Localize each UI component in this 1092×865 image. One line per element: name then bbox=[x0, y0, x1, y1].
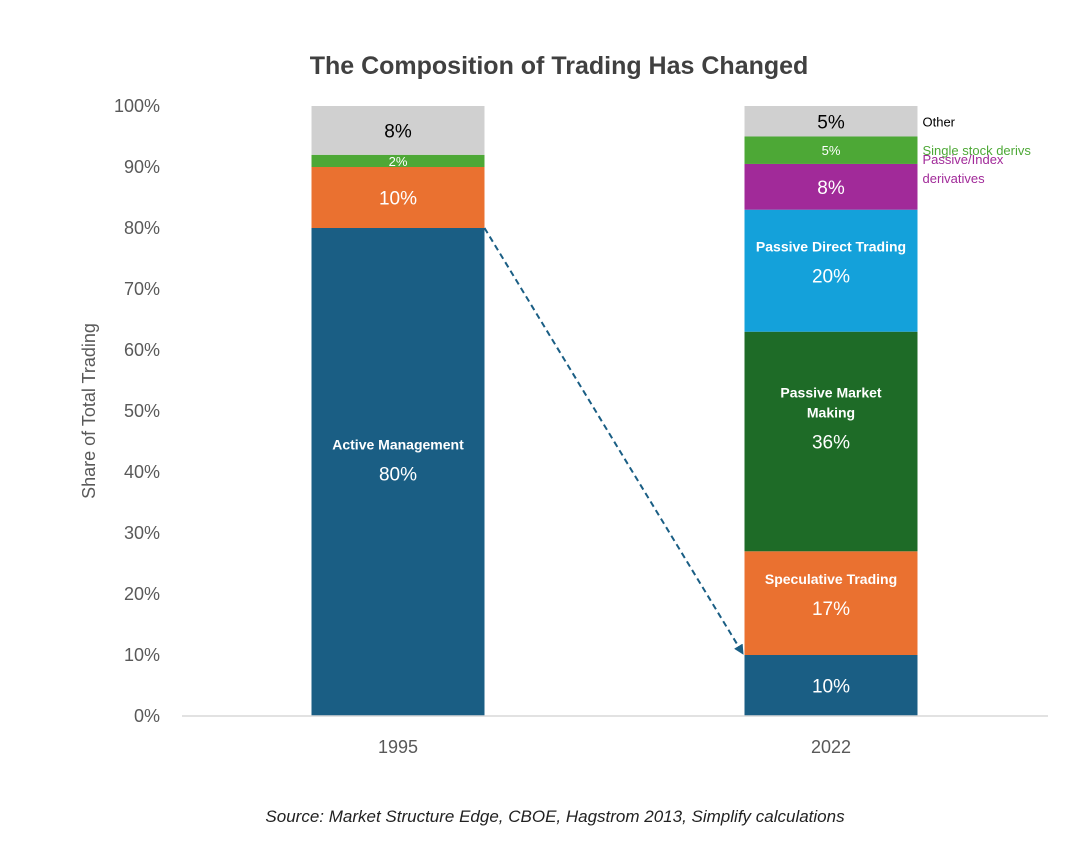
y-tick-label: 70% bbox=[124, 279, 160, 299]
x-axis: 1995 2022 bbox=[378, 737, 851, 757]
segment-value-label: 8% bbox=[817, 178, 845, 199]
segment-value-label: 80% bbox=[379, 465, 417, 486]
side-label-index_derivs: Passive/Index bbox=[923, 152, 1004, 167]
segment-value-label: 10% bbox=[812, 677, 850, 698]
side-label-other: Other bbox=[923, 114, 956, 129]
y-tick-label: 0% bbox=[134, 706, 160, 726]
y-tick-label: 50% bbox=[124, 401, 160, 421]
segment-value-label: 17% bbox=[812, 599, 850, 620]
source-note: Source: Market Structure Edge, CBOE, Hag… bbox=[265, 807, 845, 826]
bar-segment-direct-2022 bbox=[744, 209, 918, 332]
y-tick-label: 60% bbox=[124, 340, 160, 360]
bar-segment-single_stock-2022 bbox=[744, 136, 918, 164]
x-tick-label: 1995 bbox=[378, 737, 418, 757]
y-tick-label: 80% bbox=[124, 218, 160, 238]
segment-value-label: 20% bbox=[812, 266, 850, 287]
annotation-arrow bbox=[483, 227, 744, 655]
y-tick-label: 90% bbox=[124, 157, 160, 177]
segment-name-label: Making bbox=[807, 405, 855, 421]
bar-segment-market_making-2022 bbox=[744, 331, 918, 552]
bar-segment-index_derivs-2022 bbox=[744, 163, 918, 210]
segment-value-label: 10% bbox=[379, 189, 417, 210]
bar-segment-active-2022 bbox=[744, 655, 918, 716]
side-label-single_stock: Single stock derivs bbox=[923, 143, 1032, 158]
bar-segment-other-1995 bbox=[311, 106, 485, 155]
bars: Active Management 80% 10% 2% 8% 10% Speculativ… bbox=[311, 106, 918, 716]
y-tick-label: 20% bbox=[124, 584, 160, 604]
bar-segment-speculative-2022 bbox=[744, 551, 918, 655]
y-axis-label: Share of Total Trading bbox=[79, 323, 99, 499]
side-label-index_derivs: derivatives bbox=[923, 171, 986, 186]
bar-segment-single_stock-1995 bbox=[311, 154, 485, 167]
x-tick-label: 2022 bbox=[811, 737, 851, 757]
y-tick-label: 40% bbox=[124, 462, 160, 482]
segment-value-label: 36% bbox=[812, 433, 850, 454]
chart-title: The Composition of Trading Has Changed bbox=[310, 52, 809, 80]
bar-segment-other-2022 bbox=[744, 106, 918, 137]
y-tick-label: 100% bbox=[114, 96, 160, 116]
segment-value-label: 5% bbox=[822, 143, 841, 158]
y-tick-label: 30% bbox=[124, 523, 160, 543]
segment-value-label: 2% bbox=[389, 154, 408, 169]
bar-segment-active-1995 bbox=[311, 228, 485, 716]
segment-value-label: 8% bbox=[384, 121, 412, 142]
dashed-arrow bbox=[483, 227, 744, 655]
segment-name-label: Passive Direct Trading bbox=[756, 238, 906, 254]
y-axis: 0% 10% 20% 30% 40% 50% 60% 70% 80% 90% 100% bbox=[114, 96, 160, 726]
segment-value-label: 5% bbox=[817, 112, 845, 133]
segment-name-label: Speculative Trading bbox=[765, 571, 897, 587]
y-tick-label: 10% bbox=[124, 645, 160, 665]
segment-name-label: Passive Market bbox=[780, 385, 882, 401]
bar-segment-speculative-1995 bbox=[311, 167, 485, 228]
segment-name-label: Active Management bbox=[332, 437, 464, 453]
